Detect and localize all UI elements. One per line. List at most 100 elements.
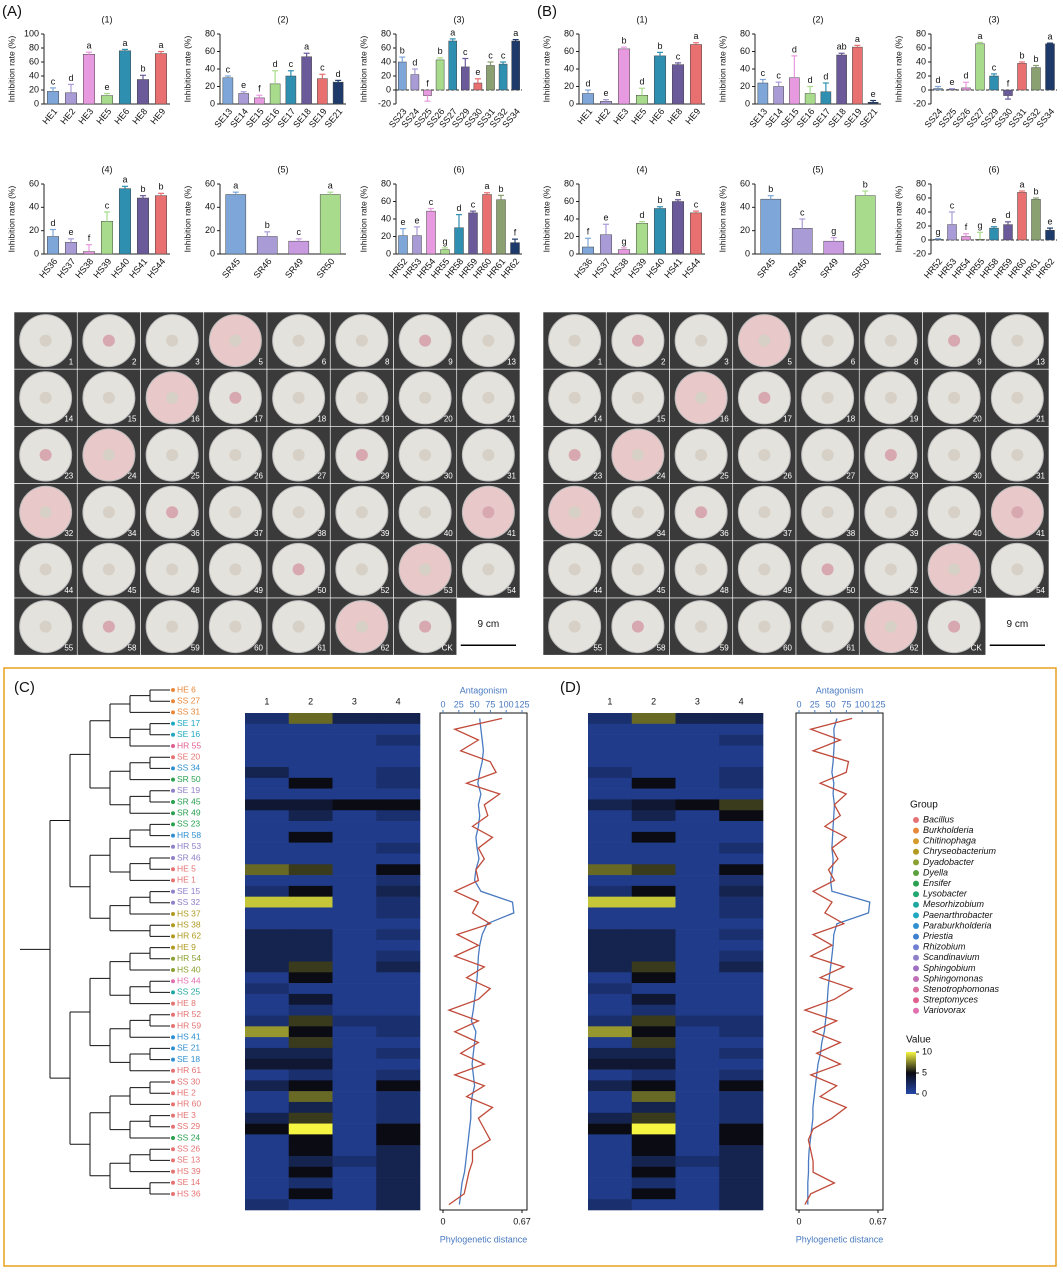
top-tick-label: 100 [855,699,870,709]
y-tick-label: 60 [916,42,926,52]
heat-cell [675,788,720,800]
heat-cell [719,1069,764,1081]
chart-title: (3) [989,14,1000,24]
heat-cell [588,950,633,962]
top-tick-label: 125 [870,699,885,709]
leaf-label: SS 29 [177,1121,200,1131]
heat-cell [631,767,676,779]
significance-letter: f [258,84,261,94]
plate-center [102,449,115,461]
y-tick-label: 0 [921,84,926,94]
x-tick-label: HE2 [593,106,612,126]
leaf-label: SE 18 [177,1054,200,1064]
x-tick-label: SR50 [849,256,871,280]
axis-title: Antagonism [460,685,508,695]
heat-cell [631,756,676,768]
bar [510,242,520,255]
plate-center [419,334,432,347]
x-tick-label: HE1 [575,106,594,126]
heat-cell [719,1145,764,1157]
heat-cell [675,1069,720,1081]
heat-cell [245,918,290,930]
heat-cell [376,875,421,887]
bar [154,53,168,105]
heat-cell [631,1166,676,1178]
heat-cell [631,1026,676,1038]
bar [288,240,310,255]
heat-cell [631,788,676,800]
significance-letter: e [603,88,608,98]
y-tick-label: 20 [564,231,574,241]
leaf-label: SS 24 [177,1132,200,1142]
significance-letter: f [965,222,968,232]
heat-cell [245,993,290,1006]
heat-cell [245,961,290,973]
leaf-label: SE 14 [177,1177,200,1187]
axis-title: Phylogenetic distance [440,1234,528,1244]
legend-swatch [913,859,919,866]
plate-center [292,620,305,633]
plate-center [419,391,432,404]
y-tick-label: 80 [740,28,750,38]
heat-cell [376,745,421,757]
legend-label: Variovorax [923,1005,966,1015]
heat-cell [376,767,421,779]
leaf-marker [171,1012,175,1017]
top-tick-label: 50 [826,699,836,709]
heat-cell [332,1069,377,1081]
y-tick-label: 20 [564,81,574,91]
bar [498,63,508,91]
y-axis-label: Inhibition rate (%) [358,36,368,103]
top-tick-label: 75 [485,699,495,709]
heat-cell [376,1101,421,1114]
heat-cell [719,1199,764,1211]
heat-cell [631,918,676,930]
heat-cell [588,1155,633,1168]
significance-letter: b [438,46,443,56]
y-axis-label: Inhibition rate (%) [717,36,727,103]
plate-center [39,334,52,347]
heat-cell [588,918,633,930]
heat-cell [245,983,290,995]
plate-center [568,391,581,404]
bar [823,240,845,255]
heat-cell [588,864,633,876]
significance-letter: a [855,34,860,44]
legend-label: Paraburkholderia [923,920,992,930]
leaf-marker [171,1124,175,1129]
leaf-label: SE 19 [177,785,200,795]
leaf-label: SR 46 [177,852,201,862]
plate-label: 62 [381,643,390,652]
plate-center [821,563,834,576]
plate-center [166,620,179,633]
significance-letter: a [693,31,698,41]
heat-cell [376,929,421,941]
leaf-label: SR 50 [177,774,201,784]
plate-label: 59 [720,643,729,652]
leaf-label: HS 39 [177,1166,201,1176]
plate-center [884,449,897,461]
leaf-marker [171,1091,175,1096]
heat-cell [675,885,720,897]
x-tick-label: HS36 [572,256,594,280]
heat-cell [719,821,764,833]
column-label: 4 [739,696,744,706]
plate-center [884,334,897,347]
plate-label: 6 [322,357,327,366]
heat-cell [288,1037,333,1049]
heat-cell [332,1047,377,1060]
heat-cell [719,1101,764,1114]
bar [254,97,265,105]
plate-center [758,449,771,461]
plate-center [821,506,834,519]
leaf-label: HS 44 [177,975,201,985]
y-tick-label: 80 [381,28,391,38]
leaf-label: HS 40 [177,964,201,974]
heat-cell [631,810,676,822]
x-tick-label: SE21 [858,106,880,129]
significance-letter: c [471,200,476,210]
bar [269,83,281,105]
plate-label: 21 [1036,415,1045,424]
y-axis-label: Inhibition rate (%) [893,186,903,253]
chart-title: (4) [637,164,648,174]
